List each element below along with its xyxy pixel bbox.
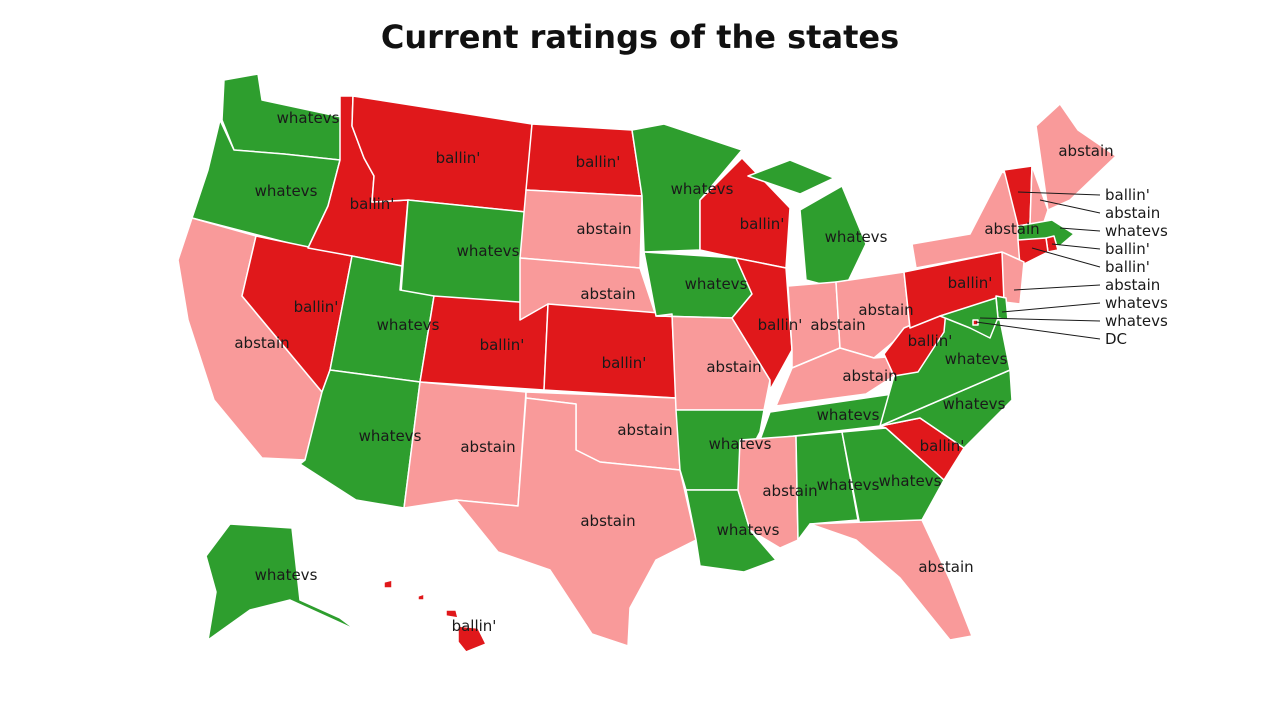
state-label-ms: abstain	[762, 482, 817, 500]
state-label-wa: whatevs	[277, 109, 340, 127]
state-label-va: whatevs	[945, 350, 1008, 368]
state-label-ia: whatevs	[685, 275, 748, 293]
state-label-ne: abstain	[580, 285, 635, 303]
state-label-ok: abstain	[617, 421, 672, 439]
state-label-ak: whatevs	[255, 566, 318, 584]
state-label-nd: ballin'	[576, 153, 621, 171]
state-label-ut: whatevs	[377, 316, 440, 334]
state-label-co: ballin'	[480, 336, 525, 354]
state-tx	[455, 397, 697, 647]
state-label-tx: abstain	[580, 512, 635, 530]
callout-label-dc: DC	[1105, 330, 1127, 348]
map-title: Current ratings of the states	[380, 18, 900, 56]
callout-line-nh	[1039, 199, 1101, 214]
callout-line-de	[1001, 302, 1101, 313]
callout-label-nh: abstain	[1105, 204, 1160, 222]
state-label-fl: abstain	[918, 558, 973, 576]
state-ks	[543, 303, 677, 399]
state-hi	[383, 579, 487, 653]
callout-label-vt: ballin'	[1105, 186, 1150, 204]
callout-line-dc	[975, 321, 1101, 340]
state-label-hi: ballin'	[452, 617, 497, 635]
states-layer	[177, 73, 1117, 653]
state-label-pa: ballin'	[948, 274, 993, 292]
callout-line-ri	[1051, 243, 1101, 250]
state-md	[939, 297, 999, 339]
state-nj	[1001, 251, 1025, 305]
state-label-sc: ballin'	[920, 437, 965, 455]
state-fl	[809, 519, 973, 641]
state-label-in: abstain	[810, 316, 865, 334]
state-label-mn: whatevs	[671, 180, 734, 198]
state-label-sd: abstain	[576, 220, 631, 238]
state-label-wi: ballin'	[740, 215, 785, 233]
callout-line-nj	[1013, 284, 1101, 291]
state-label-al: whatevs	[817, 476, 880, 494]
callout-label-md: whatevs	[1105, 312, 1168, 330]
state-label-il: ballin'	[758, 316, 803, 334]
state-label-ar: whatevs	[709, 435, 772, 453]
state-mi	[747, 159, 867, 291]
state-label-az: whatevs	[359, 427, 422, 445]
state-label-tn: whatevs	[817, 406, 880, 424]
state-label-ky: abstain	[842, 367, 897, 385]
callout-label-ri: ballin'	[1105, 240, 1150, 258]
state-label-ca: abstain	[234, 334, 289, 352]
callouts-layer: ballin'abstainwhatevsballin'ballin'absta…	[975, 186, 1168, 348]
state-al	[795, 431, 859, 541]
callout-line-vt	[1017, 191, 1101, 196]
state-label-nc: whatevs	[943, 395, 1006, 413]
labels-layer: whatevswhatevsabstainballin'ballin'balli…	[234, 109, 1113, 635]
state-label-mt: ballin'	[436, 149, 481, 167]
state-label-ks: ballin'	[602, 354, 647, 372]
state-ak	[205, 523, 357, 641]
callout-label-nj: abstain	[1105, 276, 1160, 294]
state-label-nm: abstain	[460, 438, 515, 456]
state-label-la: whatevs	[717, 521, 780, 539]
callout-label-ma: whatevs	[1105, 222, 1168, 240]
callout-label-ct: ballin'	[1105, 258, 1150, 276]
callout-line-ma	[1059, 227, 1101, 232]
callout-line-ct	[1031, 247, 1101, 268]
state-label-id: ballin'	[350, 195, 395, 213]
callout-line-md	[979, 317, 1101, 322]
state-label-ga: whatevs	[879, 472, 942, 490]
state-label-or: whatevs	[255, 182, 318, 200]
state-label-ny: abstain	[984, 220, 1039, 238]
state-label-nv: ballin'	[294, 298, 339, 316]
state-label-wv: ballin'	[908, 332, 953, 350]
callout-label-de: whatevs	[1105, 294, 1168, 312]
state-label-me: abstain	[1058, 142, 1113, 160]
state-label-mi: whatevs	[825, 228, 888, 246]
state-il	[731, 257, 793, 391]
state-ga	[841, 427, 945, 527]
state-dc	[972, 319, 979, 326]
state-label-wy: whatevs	[457, 242, 520, 260]
state-label-mo: abstain	[706, 358, 761, 376]
state-label-oh: abstain	[858, 301, 913, 319]
